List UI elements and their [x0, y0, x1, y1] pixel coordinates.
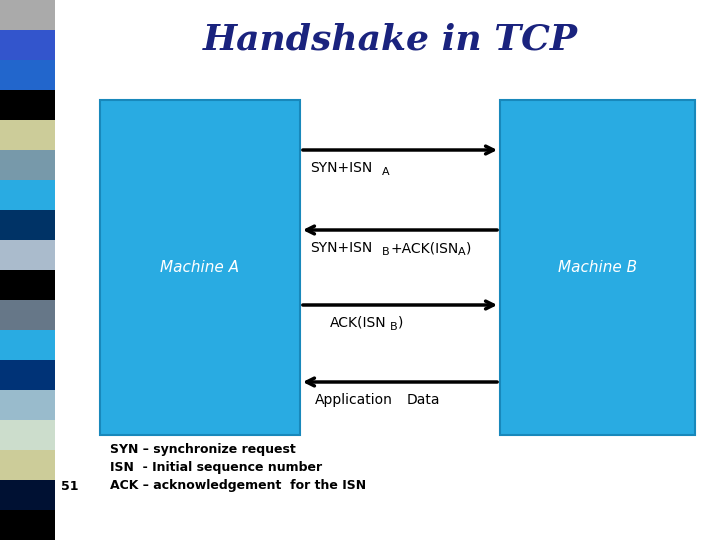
- Bar: [0, 210, 55, 240]
- Bar: [0, 60, 55, 90]
- Text: SYN – synchronize request: SYN – synchronize request: [110, 443, 296, 456]
- Text: Data: Data: [407, 393, 441, 407]
- Bar: [0, 330, 55, 360]
- Text: Machine B: Machine B: [558, 260, 637, 275]
- Text: A: A: [382, 167, 390, 177]
- Text: SYN+ISN: SYN+ISN: [310, 161, 372, 175]
- Bar: [0, 30, 55, 60]
- Text: 51: 51: [61, 480, 78, 492]
- Bar: [0, 240, 55, 270]
- Text: ISN  - Initial sequence number: ISN - Initial sequence number: [110, 462, 322, 475]
- Text: +ACK(ISN: +ACK(ISN: [390, 241, 458, 255]
- Bar: [0, 480, 55, 510]
- Bar: [0, 120, 55, 150]
- Bar: [100, 100, 300, 435]
- Bar: [0, 0, 55, 30]
- Bar: [0, 150, 55, 180]
- Bar: [0, 270, 55, 300]
- Bar: [0, 510, 55, 540]
- Text: B: B: [390, 322, 397, 332]
- Bar: [0, 450, 55, 480]
- Text: ACK(ISN: ACK(ISN: [330, 316, 387, 330]
- Text: A: A: [458, 247, 466, 257]
- Bar: [0, 300, 55, 330]
- Text: B: B: [382, 247, 390, 257]
- Text: Machine A: Machine A: [161, 260, 240, 275]
- Bar: [0, 420, 55, 450]
- Text: ): ): [398, 316, 403, 330]
- Text: SYN+ISN: SYN+ISN: [310, 241, 372, 255]
- Bar: [0, 360, 55, 390]
- Text: Application: Application: [315, 393, 393, 407]
- Text: ): ): [466, 241, 472, 255]
- Bar: [0, 390, 55, 420]
- Text: ACK – acknowledgement  for the ISN: ACK – acknowledgement for the ISN: [110, 480, 366, 492]
- Bar: [0, 180, 55, 210]
- Bar: [500, 100, 695, 435]
- Bar: [0, 90, 55, 120]
- Text: Handshake in TCP: Handshake in TCP: [202, 23, 577, 57]
